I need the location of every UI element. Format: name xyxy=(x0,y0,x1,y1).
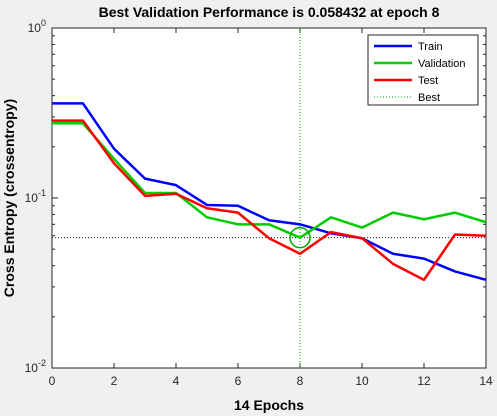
x-tick-label: 14 xyxy=(479,374,493,388)
legend: Train Validation Test Best xyxy=(367,34,479,106)
legend-label-best: Best xyxy=(418,92,440,104)
y-tick-label: 10-1 xyxy=(25,188,46,205)
axes-layer: 0 2 4 6 8 10 12 14 10-2 10-1 100 xyxy=(25,18,493,388)
x-tick-label: 2 xyxy=(111,374,118,388)
y-axis-label: Cross Entropy (crossentropy) xyxy=(1,99,17,297)
x-axis-label: 14 Epochs xyxy=(234,397,304,413)
chart-title: Best Validation Performance is 0.058432 … xyxy=(99,4,440,20)
series-layer xyxy=(51,102,487,282)
x-tick-label: 10 xyxy=(355,374,369,388)
legend-label-validation: Validation xyxy=(418,58,466,70)
x-tick-label: 6 xyxy=(235,374,242,388)
legend-label-train: Train xyxy=(418,41,443,53)
x-tick-label: 12 xyxy=(417,374,431,388)
y-tick-label: 100 xyxy=(28,18,46,35)
y-tick-label: 10-2 xyxy=(25,358,46,375)
x-tick-label: 4 xyxy=(173,374,180,388)
legend-items: Train Validation Test Best xyxy=(374,41,466,104)
legend-label-test: Test xyxy=(418,75,438,87)
x-tick-label: 0 xyxy=(49,374,56,388)
best-marker-circle xyxy=(289,226,311,249)
x-tick-label: 8 xyxy=(297,374,304,388)
